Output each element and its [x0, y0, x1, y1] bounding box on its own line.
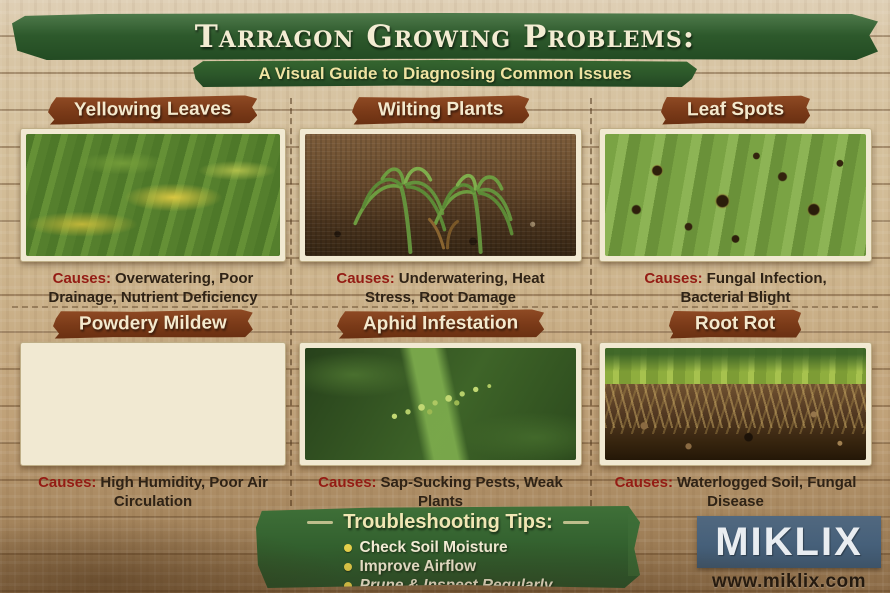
panel-title-root-rot: Root Rot — [669, 310, 801, 339]
causes-text: Causes: Fungal Infection, Bacterial Bligh… — [630, 269, 842, 307]
title-banner: Tarragon Growing Problems: — [12, 13, 878, 60]
decorative-dash — [307, 521, 334, 524]
causes-text: Causes: Sap-Sucking Pests, Weak Plants — [299, 473, 582, 511]
causes-label: Causes: — [614, 474, 673, 491]
panel-title-yellowing-leaves: Yellowing Leaves — [48, 95, 258, 124]
tip-text: Check Soil Moisture — [359, 539, 508, 556]
causes-value: Overwatering, Poor Drainage, Nutrient De… — [48, 270, 258, 307]
causes-text: Causes: Underwatering, Heat Stress, Root … — [320, 269, 562, 307]
causes-value: Waterlogged Soil, Fungal Disease — [676, 474, 857, 511]
wilting-plants-photo — [305, 134, 576, 256]
photo-frame — [20, 342, 286, 466]
rootrot-stems-layer — [605, 348, 866, 387]
bullet-icon — [343, 544, 352, 552]
causes-label: Causes: — [52, 270, 111, 287]
tips-title: Troubleshooting Tips: — [343, 511, 553, 533]
causes-label: Causes: — [644, 270, 703, 287]
panel-aphid-infestation: Aphid Infestation Causes: Sap-Sucking Pes… — [299, 310, 582, 511]
causes-value: Underwatering, Heat Stress, Root Damage — [365, 270, 545, 307]
panel-title-wilting-plants: Wilting Plants — [352, 95, 530, 124]
tips-title-row: Troubleshooting Tips: — [307, 511, 589, 534]
brand-url: www.miklix.com — [711, 571, 867, 592]
brand-block: MIKLIX www.miklix.com — [694, 516, 884, 593]
causes-text: Causes: High Humidity, Poor Air Circulati… — [20, 473, 286, 511]
leaf-spots-photo — [605, 134, 866, 256]
troubleshooting-tips-banner: Troubleshooting Tips: Check Soil Moistur… — [256, 506, 640, 588]
panel-root-rot: Root Rot Causes: Waterlogged Soil, Fungal… — [599, 310, 872, 511]
column-divider-1 — [290, 98, 292, 506]
bullet-icon — [343, 563, 352, 571]
yellowing-leaves-photo — [26, 134, 280, 256]
rootrot-soil-layer — [605, 383, 866, 460]
photo-frame — [599, 128, 872, 262]
bullet-icon — [343, 582, 352, 588]
page-title: Tarragon Growing Problems: — [194, 18, 696, 55]
panel-yellowing-leaves: Yellowing Leaves Causes: Overwatering, Po… — [20, 96, 286, 307]
brand-logo: MIKLIX — [697, 516, 881, 568]
panel-title-aphid-infestation: Aphid Infestation — [337, 309, 544, 338]
page-subtitle: A Visual Guide to Diagnosing Common Issu… — [258, 63, 632, 83]
root-rot-photo — [605, 348, 866, 460]
causes-label: Causes: — [336, 270, 395, 287]
photo-frame — [599, 342, 872, 466]
causes-value: High Humidity, Poor Air Circulation — [100, 474, 268, 511]
row-divider — [12, 306, 878, 308]
subtitle-banner: A Visual Guide to Diagnosing Common Issu… — [193, 60, 697, 87]
photo-frame — [20, 128, 286, 262]
tip-item: Prune & Inspect Regularly — [343, 577, 553, 593]
causes-label: Causes: — [318, 474, 377, 491]
wilting-plant-illustration — [353, 166, 514, 254]
photo-frame — [299, 342, 582, 466]
panel-title-leaf-spots: Leaf Spots — [661, 95, 810, 124]
tip-text: Prune & Inspect Regularly — [359, 577, 553, 593]
causes-value: Fungal Infection, Bacterial Blight — [680, 270, 827, 307]
causes-text: Causes: Waterlogged Soil, Fungal Disease — [599, 473, 872, 511]
tips-list: Check Soil Moisture Improve Airflow Prun… — [343, 538, 553, 593]
decorative-dash — [562, 521, 589, 524]
panel-title-powdery-mildew: Powdery Mildew — [53, 309, 253, 338]
tip-text: Improve Airflow — [359, 558, 477, 575]
causes-text: Causes: Overwatering, Poor Drainage, Nutr… — [32, 269, 274, 307]
tip-item: Check Soil Moisture — [343, 539, 553, 557]
column-divider-2 — [590, 98, 592, 506]
aphid-infestation-photo — [305, 348, 576, 460]
causes-label: Causes: — [38, 474, 97, 491]
causes-value: Sap-Sucking Pests, Weak Plants — [380, 474, 563, 511]
brand-name: MIKLIX — [715, 519, 863, 564]
panel-leaf-spots: Leaf Spots Causes: Fungal Infection, Bact… — [599, 96, 872, 307]
panel-wilting-plants: Wilting Plants — [299, 96, 582, 307]
tip-item: Improve Airflow — [343, 558, 553, 576]
photo-frame — [299, 128, 582, 262]
powdery-mildew-photo — [26, 348, 280, 460]
panel-powdery-mildew: Powdery Mildew Causes: High Humidity, Poo… — [20, 310, 286, 511]
